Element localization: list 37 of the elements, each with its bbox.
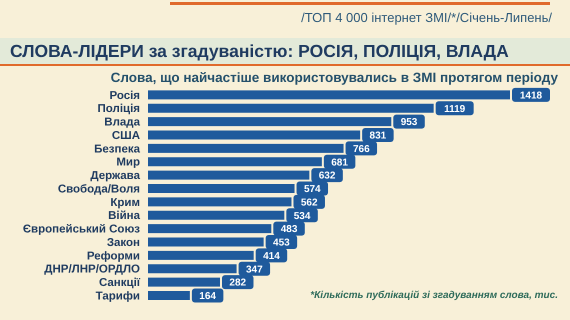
y-tick-label: Закон — [106, 236, 140, 249]
y-tick-label: Росія — [109, 90, 140, 102]
data-label: 574 — [304, 184, 322, 196]
data-label: 534 — [294, 210, 311, 222]
chart-title: СЛОВА-ЛІДЕРИ за згадуваністю: РОСІЯ, ПОЛІЦІЯ, ВЛАДА — [10, 41, 509, 62]
data-label: 347 — [246, 264, 264, 276]
data-label: 953 — [400, 117, 418, 128]
y-tick-label: Європейський Союз — [22, 224, 140, 236]
y-tick-label: Санкції — [98, 277, 141, 290]
y-tick-label: Влада — [104, 116, 141, 129]
annotation: *Кількість публікацій зі згадуванням слова, тис. — [310, 290, 558, 301]
y-tick-label: Поліція — [98, 103, 140, 116]
data-label: 632 — [318, 170, 336, 182]
y-tick-label: Війна — [108, 210, 141, 222]
y-tick-label: Тарифи — [96, 290, 140, 302]
y-tick-label: Крим — [110, 196, 140, 209]
y-tick-label: ДНР/ЛНР/ОРДЛО — [44, 264, 140, 276]
bar — [148, 90, 510, 100]
data-label: 1418 — [520, 90, 543, 102]
data-label: 453 — [273, 238, 290, 249]
data-label: 282 — [229, 278, 247, 289]
data-label: 483 — [280, 224, 298, 236]
data-label: 1119 — [444, 104, 466, 115]
data-label: 164 — [199, 291, 216, 302]
y-tick-label: Мир — [116, 156, 140, 169]
y-tick-label: Реформи — [86, 250, 140, 262]
data-label: 562 — [300, 197, 318, 208]
y-tick-label: Держава — [90, 170, 141, 182]
data-label: 681 — [331, 157, 348, 168]
chart-subtitle: Слова, що найчастіше використовувались в ЗМІ протягом періоду — [110, 70, 558, 85]
y-tick-label: Свобода/Воля — [58, 183, 140, 196]
y-tick-label: США — [112, 130, 140, 142]
y-tick-label: Безпека — [94, 143, 141, 156]
data-label: 414 — [263, 250, 280, 262]
data-label: 831 — [370, 130, 387, 142]
data-label: 766 — [352, 144, 370, 155]
text: /ТОП 4 000 інтернет ЗМІ/*/Січень-Липень/ — [301, 10, 552, 25]
